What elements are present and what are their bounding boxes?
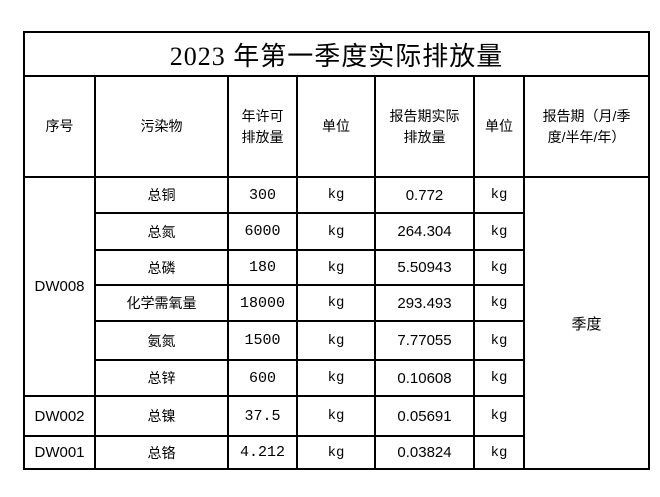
permitted-cell: 6000 [227,212,298,251]
header-row: 序号 污染物 年许可 排放量 单位 报告期实际 排放量 单位 报告期（月/季 度… [23,75,651,178]
col-header-unit-2: 单位 [473,75,525,178]
actual-cell: 0.03824 [374,435,475,470]
title-row: 2023 年第一季度实际排放量 [22,31,651,77]
col-header-unit-1: 单位 [296,75,376,178]
table-row: DW008 总铜 300 kg 0.772 kg 季度 [23,176,651,470]
outlet-cell-dw002: DW002 [23,395,96,437]
unit-cell: kg [473,212,525,251]
unit-cell: kg [296,212,376,251]
col-header-permitted-line2: 排放量 [241,128,284,145]
outlet-cell-dw008: DW008 [23,176,96,397]
table-row: DW001 总铬 4.212 kg 0.03824 kg [23,435,649,470]
actual-cell: 5.50943 [374,249,475,286]
unit-cell: kg [473,320,525,361]
table-row: 氨氮 1500 kg 7.77055 kg [24,320,649,361]
col-header-period-line2: 度/半年/年） [547,128,626,145]
permitted-cell: 1500 [227,320,298,361]
permitted-cell: 600 [227,359,298,397]
table-row: 化学需氧量 18000 kg 293.493 kg [24,284,649,322]
unit-cell: kg [473,395,525,437]
unit-cell: kg [473,435,525,470]
period-cell: 季度 [522,176,651,470]
pollutant-cell: 化学需氧量 [94,284,229,322]
col-header-actual-line2: 排放量 [403,128,446,145]
unit-cell: kg [296,284,376,322]
actual-cell: 0.772 [374,176,475,214]
unit-cell: kg [473,249,525,286]
col-header-period: 报告期（月/季 度/半年/年） [522,75,651,178]
emissions-table: 2023 年第一季度实际排放量 序号 污染物 年许可 排放量 单位 报告期实际 … [22,31,651,470]
pollutant-cell: 总铜 [94,176,229,214]
col-header-permitted-line1: 年许可 [241,107,284,124]
pollutant-cell: 氨氮 [94,320,229,361]
table-title: 2023 年第一季度实际排放量 [22,31,651,77]
unit-cell: kg [473,359,525,397]
actual-cell: 264.304 [374,212,475,251]
table-row: 总氮 6000 kg 264.304 kg [24,212,649,251]
pollutant-cell: 总氮 [94,212,229,251]
actual-cell: 293.493 [374,284,475,322]
unit-cell: kg [296,395,376,437]
col-header-permitted: 年许可 排放量 [227,75,298,178]
unit-cell: kg [473,176,525,214]
col-header-seq: 序号 [23,75,96,178]
actual-cell: 0.05691 [374,395,475,437]
pollutant-cell: 总铬 [94,435,229,470]
unit-cell: kg [296,435,376,470]
table-row: 总磷 180 kg 5.50943 kg [24,249,649,286]
unit-cell: kg [473,284,525,322]
pollutant-cell: 总镍 [94,395,229,437]
permitted-cell: 180 [227,249,298,286]
actual-cell: 0.10608 [374,359,475,397]
unit-cell: kg [296,176,376,214]
col-header-actual-line1: 报告期实际 [389,107,460,124]
actual-cell: 7.77055 [374,320,475,361]
pollutant-cell: 总锌 [94,359,229,397]
unit-cell: kg [296,359,376,397]
col-header-period-line1: 报告期（月/季 [542,107,631,124]
pollutant-cell: 总磷 [94,249,229,286]
col-header-actual: 报告期实际 排放量 [374,75,475,178]
permitted-cell: 4.212 [227,435,298,470]
permitted-cell: 300 [227,176,298,214]
table-row: DW002 总镍 37.5 kg 0.05691 kg [23,395,649,437]
permitted-cell: 37.5 [227,395,298,437]
table-row: 总锌 600 kg 0.10608 kg [24,359,649,397]
unit-cell: kg [296,249,376,286]
outlet-cell-dw001: DW001 [23,435,96,470]
unit-cell: kg [296,320,376,361]
col-header-pollutant: 污染物 [94,75,229,178]
permitted-cell: 18000 [227,284,298,322]
